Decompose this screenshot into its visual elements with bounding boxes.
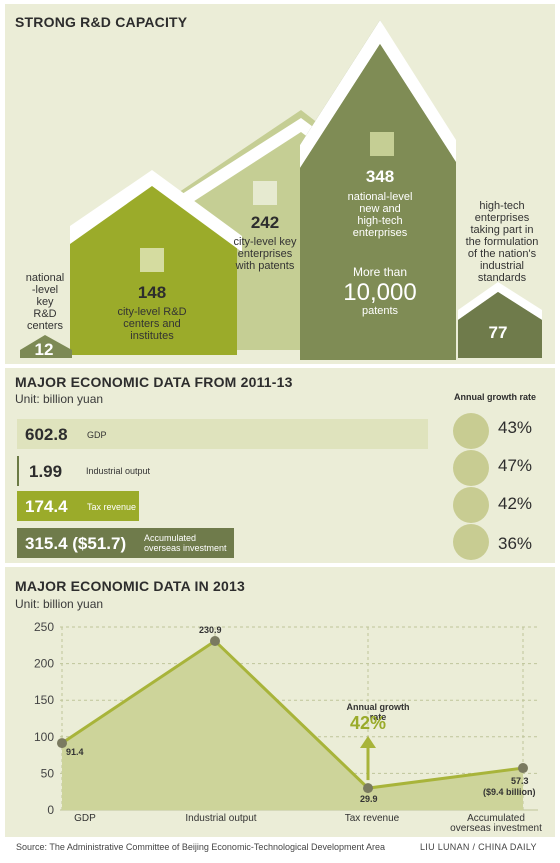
chart-annotation-value: 42% [349, 713, 387, 733]
y-tick-label: 150 [34, 693, 54, 707]
bar-tax-revenue: 174.4 Tax revenue [17, 491, 139, 521]
annotation-arrow-head [360, 736, 376, 748]
economic-data-2011-13-unit: Unit: billion yuan [15, 392, 104, 406]
bar-gdp: 602.8 GDP [17, 419, 428, 449]
y-tick-label: 250 [34, 620, 54, 634]
data-point [57, 738, 67, 749]
bar-gdp-value: 602.8 [25, 425, 68, 444]
house-148-label: city-level R&D centers and institutes [117, 306, 187, 342]
y-tick-label: 50 [41, 766, 55, 780]
house-12-value: 12 [34, 340, 54, 359]
area-fill [62, 640, 523, 810]
source-note: Source: The Administrative Committee of … [16, 842, 386, 852]
series-line [61, 639, 524, 790]
y-tick-label: 100 [34, 730, 54, 744]
bar-industrial-output [17, 456, 19, 486]
house-348-roof-stripe [300, 20, 456, 168]
data-label: 29.9 [360, 794, 378, 804]
x-tick-label: Tax revenue [345, 813, 400, 824]
house-148-roof-stripe [70, 170, 242, 252]
data-label: 230.9 [199, 625, 222, 635]
credit: LIU LUNAN / CHINA DAILY [420, 842, 537, 852]
bar-tax-revenue-label: Tax revenue [87, 502, 137, 512]
growth-rate-gdp: 43% [498, 418, 533, 437]
data-label: 91.4 [66, 747, 84, 757]
bar-industrial-output-value: 1.99 [29, 462, 63, 481]
house-12 [20, 335, 72, 358]
house-348-value: 348 [365, 167, 395, 186]
chart-title: MAJOR ECONOMIC DATA IN 2013 [15, 578, 245, 594]
growth-circle-tax-revenue [453, 487, 489, 523]
economic-data-2011-13-title: MAJOR ECONOMIC DATA FROM 2011-13 [15, 374, 293, 390]
data-point [518, 763, 528, 774]
house-148-window [140, 248, 164, 272]
bar-overseas-investment-label: Accumulated overseas investment [144, 533, 227, 553]
data-point [363, 783, 373, 794]
y-tick-label: 0 [47, 803, 54, 817]
house-242-roof-stripe-left [168, 118, 301, 218]
bar-overseas-investment-value: 315.4 ($51.7) [25, 534, 127, 553]
growth-rate-tax-revenue: 42% [498, 494, 533, 513]
house-242-value: 242 [250, 213, 280, 232]
x-tick-label: Accumulated overseas investment [450, 813, 542, 834]
house-348-window [370, 132, 394, 156]
data-label: 57.3 ($9.4 billion) [483, 776, 536, 797]
growth-rate-overseas-investment: 36% [498, 534, 533, 553]
chart-subtitle: Unit: billion yuan [15, 597, 104, 611]
chart-annotation-label: Annual growth rate [346, 702, 410, 722]
house-77-value: 77 [488, 323, 508, 342]
house-348-label: national-level new and high-tech enterpr… [347, 191, 413, 239]
rd-capacity-title: STRONG R&D CAPACITY [15, 14, 188, 30]
house-148-value: 148 [137, 283, 167, 302]
growth-circle-overseas-investment [453, 524, 489, 560]
bar-gdp-label: GDP [87, 430, 107, 440]
house-242-window [253, 181, 277, 205]
house-348-extra-prefix: More than [352, 265, 408, 279]
bar-industrial-output-label: Industrial output [86, 466, 151, 476]
y-tick-label: 200 [34, 657, 54, 671]
house-12-label: national -level key R&D centers [25, 272, 65, 332]
houses-illustration [20, 20, 542, 360]
growth-rate-industrial-output: 47% [498, 456, 533, 475]
house-77-label: high-tech enterprises taking part in the… [465, 200, 539, 284]
growth-circle-gdp [453, 413, 489, 449]
x-tick-label: Industrial output [185, 813, 256, 824]
bar-overseas-investment: 315.4 ($51.7) Accumulated overseas inves… [17, 528, 234, 558]
growth-circle-industrial-output [453, 450, 489, 486]
house-348-extra-label: patents [361, 305, 399, 317]
house-242-label: city-level key enterprises with patents [233, 236, 297, 272]
house-348-extra-value: 10,000 [343, 279, 417, 306]
bar-tax-revenue-value: 174.4 [25, 497, 68, 516]
growth-rate-header: Annual growth rate [453, 392, 536, 402]
x-tick-label: GDP [74, 813, 96, 824]
data-point [210, 635, 220, 646]
